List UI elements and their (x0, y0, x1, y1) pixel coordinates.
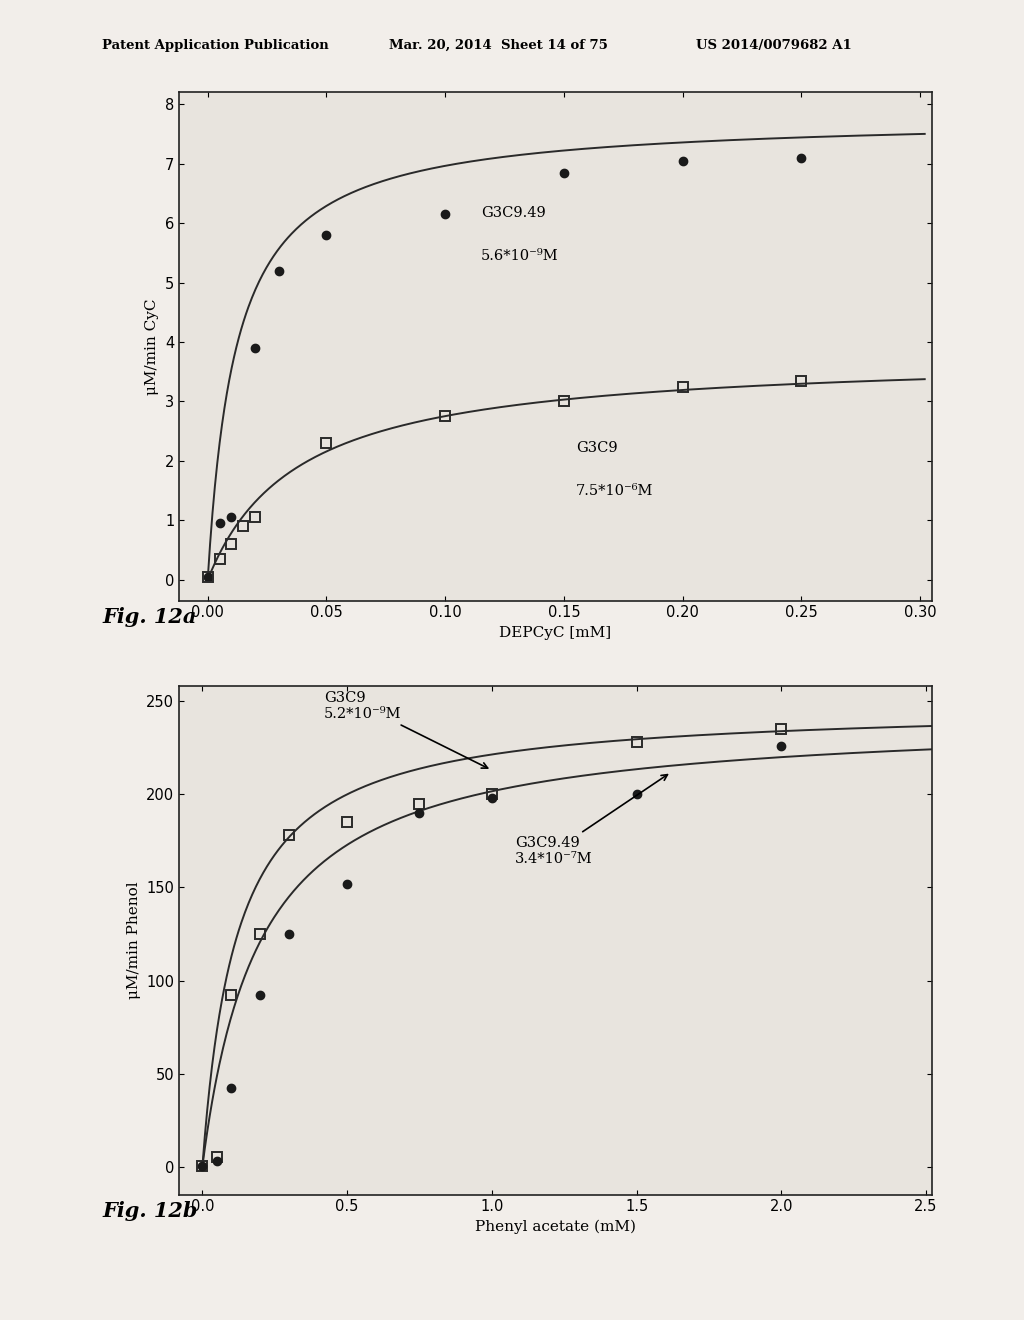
Y-axis label: μM/min Phenol: μM/min Phenol (127, 882, 140, 999)
Text: Patent Application Publication: Patent Application Publication (102, 38, 329, 51)
Text: Mar. 20, 2014  Sheet 14 of 75: Mar. 20, 2014 Sheet 14 of 75 (389, 38, 608, 51)
Y-axis label: μM/min CyC: μM/min CyC (145, 298, 160, 395)
Text: G3C9.49: G3C9.49 (480, 206, 546, 220)
X-axis label: Phenyl acetate (mM): Phenyl acetate (mM) (475, 1220, 636, 1234)
Text: Fig. 12a: Fig. 12a (102, 607, 197, 627)
Text: US 2014/0079682 A1: US 2014/0079682 A1 (696, 38, 852, 51)
Text: G3C9: G3C9 (575, 441, 617, 455)
Text: G3C9
5.2*10⁻⁹M: G3C9 5.2*10⁻⁹M (324, 690, 487, 768)
X-axis label: DEPCyC [mM]: DEPCyC [mM] (500, 626, 611, 640)
Text: Fig. 12b: Fig. 12b (102, 1201, 198, 1221)
Text: 7.5*10⁻⁶M: 7.5*10⁻⁶M (575, 484, 653, 498)
Text: 5.6*10⁻⁹M: 5.6*10⁻⁹M (480, 249, 558, 263)
Text: G3C9.49
3.4*10⁻⁷M: G3C9.49 3.4*10⁻⁷M (515, 775, 668, 866)
